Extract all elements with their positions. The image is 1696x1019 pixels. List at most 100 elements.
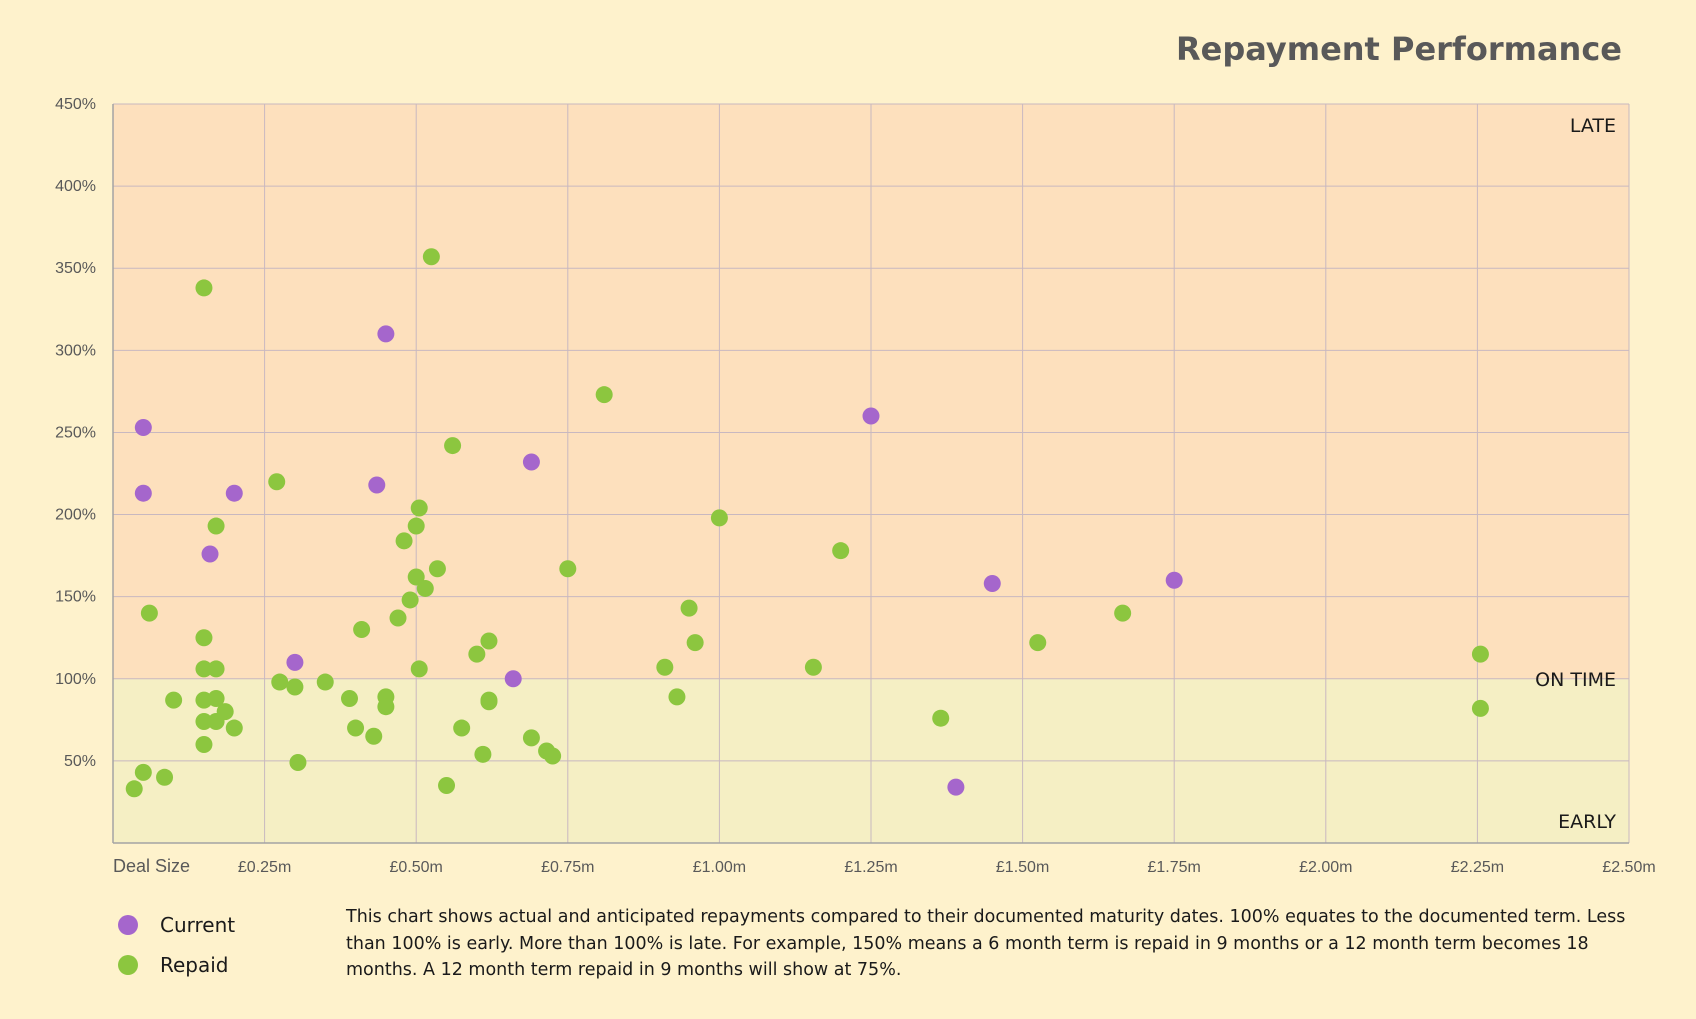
data-point-repaid (347, 719, 365, 737)
data-point-repaid (522, 729, 540, 747)
data-point-repaid (195, 735, 213, 753)
data-point-repaid (389, 609, 407, 627)
data-point-repaid (410, 660, 428, 678)
axis-layer (112, 104, 1629, 844)
data-point-current (368, 476, 386, 494)
data-point-repaid (377, 698, 395, 716)
data-point-repaid (444, 437, 462, 455)
data-point-repaid (195, 629, 213, 647)
data-point-repaid (710, 509, 728, 527)
data-point-current (286, 653, 304, 671)
legend-marker-repaid (118, 955, 138, 975)
data-point-repaid (268, 473, 286, 491)
ticks-layer: 50% 100% 150% 200% 250% 300% 350% 400% 450% £0.25… (55, 96, 1656, 876)
data-point-repaid (225, 719, 243, 737)
x-tick-label: £1.50m (996, 859, 1049, 876)
legend-item-repaid: Repaid (118, 945, 235, 985)
data-point-repaid (407, 568, 425, 586)
data-point-repaid (416, 579, 434, 597)
y-tick-label: 200% (55, 507, 96, 524)
data-point-current (947, 778, 965, 796)
x-tick-label: £0.50m (390, 859, 443, 876)
data-point-repaid (216, 703, 234, 721)
data-point-current (201, 545, 219, 563)
data-point-repaid (125, 780, 143, 798)
data-point-current (504, 670, 522, 688)
data-point-repaid (207, 689, 225, 707)
data-point-repaid (140, 604, 158, 622)
legend-item-current: Current (118, 905, 235, 945)
data-point-repaid (468, 645, 486, 663)
y-tick-label: 50% (64, 753, 96, 770)
legend-label-current: Current (160, 913, 236, 937)
data-point-repaid (595, 386, 613, 404)
data-point-repaid (1471, 699, 1489, 717)
zone-label-late: LATE (1570, 115, 1616, 137)
data-point-repaid (480, 632, 498, 650)
x-tick-label: £1.00m (693, 859, 746, 876)
data-point-current (134, 484, 152, 502)
data-point-current (983, 575, 1001, 593)
data-point-repaid (668, 688, 686, 706)
legend: Current Repaid (118, 905, 235, 985)
x-tick-label: £0.25m (238, 859, 291, 876)
data-point-repaid (340, 689, 358, 707)
data-point-repaid (271, 673, 289, 691)
data-point-repaid (680, 599, 698, 617)
data-point-repaid (134, 763, 152, 781)
data-point-repaid (365, 727, 383, 745)
data-point-repaid (207, 517, 225, 535)
y-tick-label: 350% (55, 260, 96, 277)
data-point-repaid (1029, 634, 1047, 652)
legend-marker-current (118, 915, 138, 935)
y-tick-label: 450% (55, 96, 96, 113)
y-tick-label: 150% (55, 589, 96, 606)
grid-layer (113, 103, 1630, 843)
x-axis-label: Deal Size (113, 856, 190, 876)
data-point-repaid (480, 693, 498, 711)
data-point-current (377, 325, 395, 343)
data-point-repaid (932, 709, 950, 727)
data-point-repaid (289, 754, 307, 772)
data-point-repaid (395, 532, 413, 550)
data-point-repaid (207, 660, 225, 678)
y-tick-label: 300% (55, 342, 96, 359)
y-tick-label: 250% (55, 424, 96, 441)
data-point-repaid (428, 560, 446, 578)
data-point-current (862, 407, 880, 425)
data-point-repaid (453, 719, 471, 737)
data-point-repaid (195, 279, 213, 297)
y-tick-label: 100% (55, 671, 96, 688)
data-point-repaid (559, 560, 577, 578)
data-point-repaid (156, 768, 174, 786)
data-point-repaid (195, 712, 213, 730)
data-point-repaid (407, 517, 425, 535)
data-point-current (1165, 571, 1183, 589)
data-point-repaid (401, 591, 419, 609)
data-point-repaid (1471, 645, 1489, 663)
x-tick-label: £1.75m (1148, 859, 1201, 876)
x-tick-label: £2.50m (1602, 859, 1655, 876)
data-point-repaid (410, 499, 428, 517)
x-tick-label: £2.25m (1451, 859, 1504, 876)
zone-labels-layer: LATE ON TIME EARLY (1535, 115, 1616, 833)
y-tick-label: 400% (55, 178, 96, 195)
x-tick-label: £2.00m (1299, 859, 1352, 876)
legend-label-repaid: Repaid (160, 953, 229, 977)
data-point-repaid (1114, 604, 1132, 622)
data-point-repaid (474, 745, 492, 763)
data-point-repaid (316, 673, 334, 691)
points-layer (125, 248, 1489, 798)
data-point-repaid (438, 777, 456, 795)
data-point-current (225, 484, 243, 502)
chart-note: This chart shows actual and anticipated … (346, 907, 1626, 980)
data-point-repaid (656, 658, 674, 676)
data-point-current (522, 453, 540, 471)
data-point-current (134, 419, 152, 437)
zone-label-on-time: ON TIME (1535, 669, 1616, 691)
chart-title: Repayment Performance (1176, 30, 1622, 68)
x-tick-label: £1.25m (844, 859, 897, 876)
x-tick-label: £0.75m (541, 859, 594, 876)
zone-label-early: EARLY (1558, 811, 1616, 833)
